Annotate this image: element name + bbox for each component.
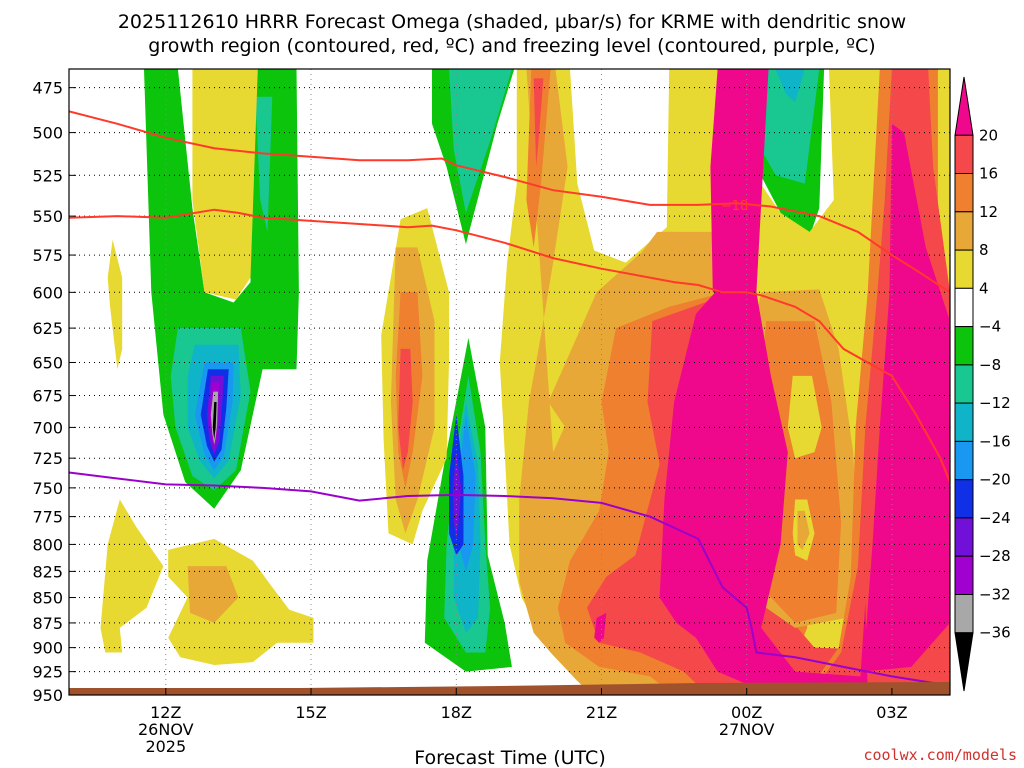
omega-shade-region-48	[594, 612, 607, 643]
omega-shade-region-30	[398, 348, 413, 471]
colorbar-label-2: 12	[979, 203, 998, 221]
colorbar-bottom-arrow	[954, 632, 974, 692]
y-tick-label-8: 675	[32, 387, 63, 406]
y-tick-label-3: 550	[32, 207, 63, 226]
omega-shade-region-34	[526, 69, 551, 248]
colorbar-label-11: −28	[979, 547, 1011, 565]
colorbar-label-7: −12	[979, 394, 1011, 412]
terrain-strip	[69, 682, 950, 695]
colorbar-swatch-12	[954, 555, 974, 596]
y-tick-label-0: 475	[32, 79, 63, 98]
colorbar-swatch-10	[954, 479, 974, 519]
y-tick-label-18: 925	[32, 663, 63, 682]
colorbar-swatch-9	[954, 440, 974, 481]
y-tick-label-17: 900	[32, 639, 63, 658]
y-tick-label-11: 750	[32, 479, 63, 498]
omega-shade-region-12	[449, 69, 512, 213]
x-tick-label-4-1: 27NOV	[719, 720, 775, 739]
colorbar-swatch-4	[954, 249, 974, 289]
x-tick-label-2-0: 18Z	[441, 703, 472, 722]
chart-title-line-1: 2025112610 HRRR Forecast Omega (shaded, …	[118, 11, 906, 33]
omega-shade-region-40	[787, 375, 822, 459]
credit-text: coolwx.com/models	[863, 746, 1017, 764]
y-axis: 475 500 525 550 575 600 625 650 675 700 725 750 775 8…	[32, 79, 76, 705]
colorbar-swatch-3	[954, 211, 974, 251]
y-tick-label-16: 875	[32, 614, 63, 633]
colorbar-label-9: −20	[979, 471, 1011, 489]
colorbar-label-5: −4	[979, 318, 1001, 336]
colorbar-label-3: 8	[979, 241, 989, 259]
omega-shade-region-46	[659, 69, 868, 691]
omega-shade-region-35	[533, 78, 544, 167]
y-tick-label-12: 775	[32, 508, 63, 527]
omega-shade-region-8	[212, 402, 217, 440]
contour-layer: −18	[69, 110, 950, 687]
y-tick-label-6: 625	[32, 319, 63, 338]
y-tick-label-10: 725	[32, 449, 63, 468]
x-tick-label-0-1: 26NOV	[138, 720, 194, 739]
colorbar-swatch-2	[954, 173, 974, 213]
colorbar-label-1: 16	[979, 165, 998, 183]
y-tick-label-5: 600	[32, 283, 63, 302]
colorbar-top-arrow	[954, 76, 974, 136]
y-tick-label-15: 850	[32, 589, 63, 608]
y-tick-label-7: 650	[32, 354, 63, 373]
contour-line-1	[69, 208, 950, 483]
y-tick-label-9: 700	[32, 418, 63, 437]
y-tick-label-1: 500	[32, 124, 63, 143]
chart-title-line-2: growth region (contoured, red, ºC) and f…	[148, 35, 875, 57]
colorbar-swatch-8	[954, 402, 974, 442]
grid-layer	[69, 69, 950, 695]
y-tick-label-4: 575	[32, 246, 63, 265]
colorbar-label-6: −8	[979, 356, 1001, 374]
x-tick-label-0-2: 2025	[145, 737, 186, 756]
colorbar-swatch-6	[954, 326, 974, 366]
omega-shade-region-21	[775, 69, 805, 103]
colorbar-label-12: −32	[979, 586, 1011, 604]
x-tick-label-1-0: 15Z	[295, 703, 326, 722]
omega-shading-layer	[100, 69, 950, 695]
contour-line-2	[69, 471, 950, 687]
y-tick-label-2: 525	[32, 166, 63, 185]
y-tick-label-14: 825	[32, 562, 63, 581]
plot-frame	[68, 68, 951, 696]
x-tick-label-5-0: 03Z	[876, 703, 907, 722]
omega-shade-region-26	[187, 566, 239, 623]
x-tick-label-4-0: 00Z	[731, 703, 762, 722]
omega-shade-region-23	[107, 239, 123, 370]
colorbar-label-10: −24	[979, 509, 1011, 527]
colorbar-swatch-13	[954, 594, 974, 634]
contour-line-0	[69, 110, 950, 294]
omega-shade-region-10	[255, 96, 273, 232]
y-tick-label-13: 800	[32, 535, 63, 554]
colorbar-label-4: 4	[979, 279, 989, 297]
colorbar-label-13: −36	[979, 624, 1011, 642]
x-tick-label-0-0: 12Z	[150, 703, 181, 722]
omega-shade-region-24	[100, 499, 164, 653]
plot-area: −18	[69, 69, 950, 695]
x-axis-label: Forecast Time (UTC)	[414, 747, 605, 768]
colorbar-swatch-1	[954, 134, 974, 175]
omega-shade-region-47	[710, 69, 769, 293]
omega-shade-region-22	[192, 69, 258, 300]
colorbar-swatch-5	[954, 287, 974, 328]
colorbar-label-8: −16	[979, 432, 1011, 450]
colorbar: 20 16 12 8 4 −4 −8 −12 −16 −20 −24 −28 −32 −36	[954, 76, 1011, 692]
omega-shade-region-42	[797, 510, 810, 550]
colorbar-label-0: 20	[979, 126, 998, 144]
y-tick-label-19: 950	[32, 686, 63, 705]
x-tick-label-3-0: 21Z	[586, 703, 617, 722]
colorbar-swatch-11	[954, 517, 974, 557]
contour-label-0: −18	[721, 199, 748, 214]
colorbar-swatch-7	[954, 364, 974, 404]
